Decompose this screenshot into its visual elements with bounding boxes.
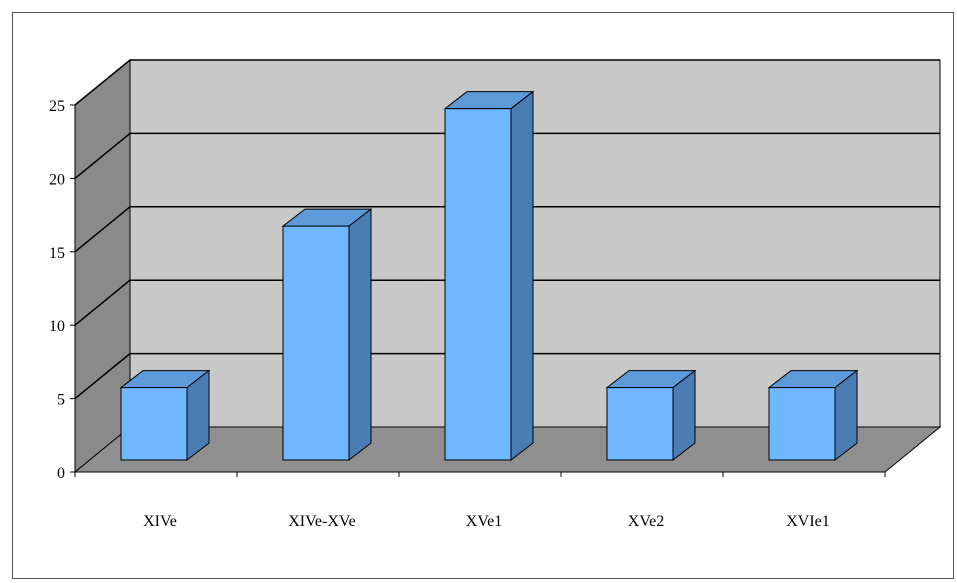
y-tick-label: 15 xyxy=(49,245,65,262)
x-tick-label: XVIe1 xyxy=(786,513,830,530)
gridline xyxy=(74,352,940,400)
x-tick-label: XVe1 xyxy=(466,513,502,530)
y-tick-label: 20 xyxy=(49,171,65,188)
bar-xive xyxy=(120,387,188,461)
gridlines xyxy=(74,59,940,400)
gridline xyxy=(74,132,940,179)
x-axis: XIVe XIVe-XVe XVe1 XVe2 XVIe1 xyxy=(74,471,886,530)
chart-frame: 0 5 10 15 20 25 XIVe XIVe-XVe XVe1 XVe2 XVIe1 xyxy=(12,12,954,579)
bar-side xyxy=(510,90,534,462)
x-tick-label: XIVe-XVe xyxy=(288,513,356,530)
bar-chart-3d: 0 5 10 15 20 25 XIVe XIVe-XVe XVe1 XVe2 XVIe1 xyxy=(49,58,942,530)
gridline xyxy=(74,59,940,106)
bars xyxy=(119,90,859,462)
bar-xvie1 xyxy=(768,387,836,461)
y-axis: 0 5 10 15 20 25 xyxy=(49,98,76,482)
y-tick-label: 0 xyxy=(57,465,65,482)
x-tick-label: XVe2 xyxy=(628,513,664,530)
gridline xyxy=(74,206,940,253)
gridline xyxy=(74,279,940,326)
x-tick-label: XIVe xyxy=(143,513,177,530)
bar-xve2 xyxy=(606,387,674,461)
y-tick-label: 10 xyxy=(49,318,65,335)
bar-side xyxy=(348,208,372,462)
y-tick-label: 5 xyxy=(57,392,65,409)
y-tick-label: 25 xyxy=(49,98,65,115)
bar-xive-xve xyxy=(282,225,350,461)
bar-xve1 xyxy=(444,108,512,461)
